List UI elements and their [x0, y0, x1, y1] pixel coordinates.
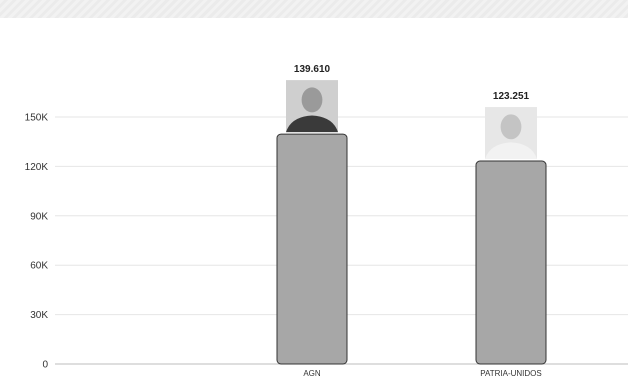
top-stripe	[0, 0, 628, 18]
category-label-patria-unidos: PATRIA-UNIDOS	[480, 369, 541, 378]
y-tick-label-3: 90K	[30, 211, 48, 222]
y-tick-label-0: 0	[42, 360, 48, 371]
y-tick-label-2: 60K	[30, 261, 48, 272]
y-axis: 0 30K 60K 90K 120K 150K	[25, 113, 49, 371]
bars	[276, 80, 547, 365]
category-label-agn: AGN	[303, 369, 321, 378]
data-label-agn: 139.610	[294, 64, 331, 75]
y-tick-label-4: 120K	[25, 162, 49, 173]
bar-patria-unidos	[475, 160, 547, 365]
candidate-photo-1	[286, 80, 338, 133]
candidate-photo-2	[485, 107, 537, 160]
y-tick-label-5: 150K	[25, 113, 49, 124]
data-label-patria-unidos: 123.251	[493, 91, 530, 102]
labels: 139.610 AGN 123.251 PATRIA-UNIDOS	[294, 64, 542, 378]
bar-agn	[276, 133, 348, 365]
y-tick-label-1: 30K	[30, 310, 48, 321]
